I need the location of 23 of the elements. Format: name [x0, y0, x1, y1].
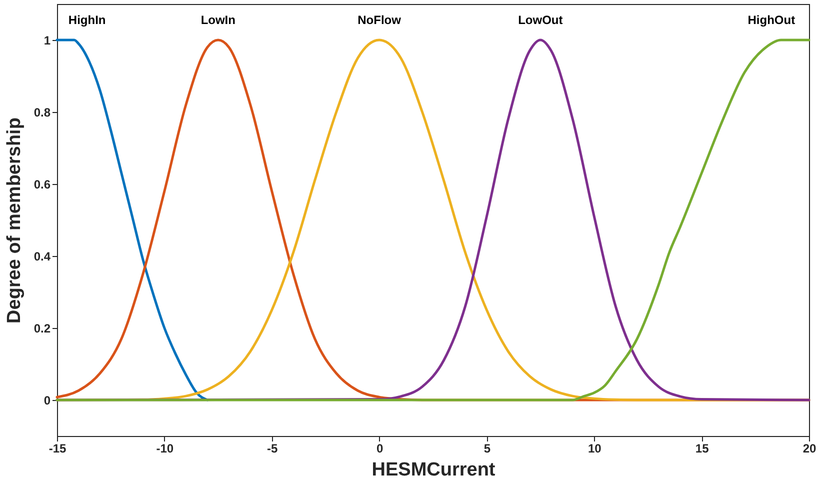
series-label: HighOut [748, 13, 796, 27]
x-tick-label: -5 [267, 442, 278, 456]
x-tick-label: -10 [156, 442, 174, 456]
series-label: LowIn [200, 13, 236, 27]
y-tick-label: 1 [44, 34, 51, 48]
x-tick-label: 20 [802, 442, 816, 456]
x-tick-label: 5 [484, 442, 491, 456]
line-series [56, 38, 810, 402]
y-axis-title: Degree of membership [4, 118, 25, 324]
line-series [56, 38, 209, 402]
series-label: HighIn [68, 13, 106, 27]
y-tick-label: 0.4 [34, 250, 51, 264]
x-tick-label: -15 [48, 442, 66, 456]
y-tick-label: 0.6 [34, 178, 51, 192]
y-tick-label: 0 [44, 394, 51, 408]
x-tick-label: 10 [588, 442, 602, 456]
series-label: LowOut [518, 13, 563, 27]
series-label: NoFlow [358, 13, 402, 27]
x-tick-label: 0 [376, 442, 384, 456]
x-axis-title: HESMCurrent [372, 460, 496, 480]
y-tick-label: 0.8 [34, 106, 51, 120]
x-tick-label: 15 [695, 442, 710, 456]
y-tick-label: 0.2 [34, 322, 51, 336]
